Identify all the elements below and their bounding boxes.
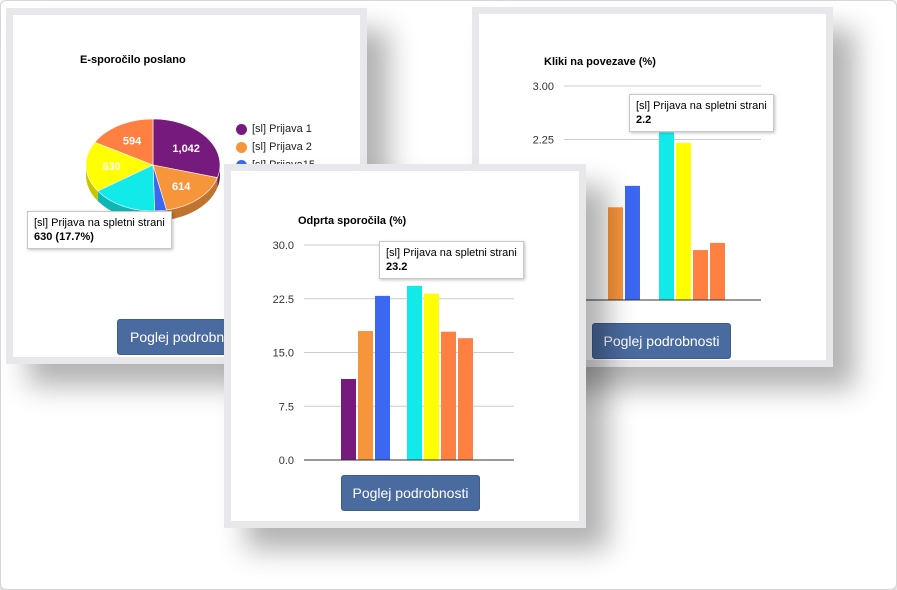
pie-slice-label: 1,042 bbox=[172, 143, 200, 155]
opened-bar-chart: 30.0 22.5 15.0 7.5 0.0 bbox=[273, 240, 514, 467]
clicks-bar-chart: 3.00 2.25 bbox=[533, 81, 761, 301]
clicks-tooltip: [sl] Prijava na spletni strani 2.2 bbox=[629, 94, 774, 132]
pie-legend-label: [sl] Prijava 1 bbox=[252, 123, 312, 135]
pie-legend-label: [sl] Prijava 2 bbox=[252, 141, 312, 153]
bar bbox=[608, 207, 623, 300]
pie-slice bbox=[152, 118, 221, 178]
pie-slice-label: 594 bbox=[123, 135, 142, 147]
bar bbox=[676, 143, 691, 300]
legend-dot bbox=[236, 141, 247, 153]
bar bbox=[710, 242, 725, 300]
bar bbox=[458, 338, 473, 460]
pie-tooltip-label: [sl] Prijava na spletni strani bbox=[34, 217, 165, 229]
opened-tooltip: [sl] Prijava na spletni strani 23.2 bbox=[379, 241, 524, 279]
y-tick-label: 0.0 bbox=[279, 455, 294, 467]
clicks-tooltip-label: [sl] Prijava na spletni strani bbox=[636, 100, 767, 112]
opened-card: Odprta sporočila (%) 30.0 22.5 15.0 7.5 0.0 … bbox=[224, 164, 586, 528]
clicks-details-button[interactable]: Poglej podrobnosti bbox=[592, 323, 731, 359]
pie-slice bbox=[152, 164, 218, 211]
pie-legend-item[interactable]: [sl] Prijava 1 bbox=[236, 120, 315, 138]
bar bbox=[693, 250, 708, 300]
pie-chart: 1,042 614 630 594 bbox=[85, 118, 221, 221]
y-tick-label: 15.0 bbox=[273, 348, 294, 360]
pie-slice-side bbox=[86, 165, 98, 202]
bar bbox=[424, 293, 439, 460]
pie-slice-side bbox=[217, 165, 220, 188]
clicks-chart-title: Kliki na povezave (%) bbox=[544, 56, 656, 68]
clicks-card: Kliki na povezave (%) 3.00 2.25 [sl] Prij… bbox=[472, 7, 833, 367]
pie-slice-side bbox=[166, 177, 218, 221]
pie-chart-title: E-sporočilo poslano bbox=[80, 54, 186, 66]
bar bbox=[659, 132, 674, 300]
bar bbox=[407, 285, 422, 460]
opened-tooltip-value: 23.2 bbox=[386, 261, 408, 273]
opened-chart-title: Odprta sporočila (%) bbox=[298, 215, 407, 227]
opened-card-body: Odprta sporočila (%) 30.0 22.5 15.0 7.5 0.0 … bbox=[231, 171, 579, 521]
pie-slice-label: 630 bbox=[102, 161, 120, 173]
bar bbox=[441, 331, 456, 460]
pie-tooltip: [sl] Prijava na spletni strani 630 (17.7… bbox=[27, 211, 172, 249]
y-tick-label: 22.5 bbox=[273, 294, 294, 306]
pie-slice-label: 614 bbox=[172, 181, 191, 193]
bar bbox=[375, 295, 390, 460]
clicks-tooltip-value: 2.2 bbox=[636, 114, 652, 126]
y-tick-label: 7.5 bbox=[279, 401, 294, 413]
bar bbox=[625, 185, 640, 300]
y-tick-label: 30.0 bbox=[273, 240, 294, 252]
opened-tooltip-label: [sl] Prijava na spletni strani bbox=[386, 247, 517, 259]
pie-slice bbox=[85, 141, 154, 192]
bar bbox=[341, 379, 356, 460]
bar bbox=[358, 331, 373, 460]
pie-slice bbox=[97, 164, 155, 212]
pie-tooltip-value: 630 (17.7%) bbox=[34, 231, 94, 243]
legend-dot bbox=[236, 123, 247, 135]
opened-details-button[interactable]: Poglej podrobnosti bbox=[341, 475, 480, 511]
y-tick-label: 2.25 bbox=[533, 135, 554, 147]
pie-slice bbox=[94, 118, 154, 166]
y-tick-label: 3.00 bbox=[533, 81, 554, 93]
pie-legend-item[interactable]: [sl] Prijava 2 bbox=[236, 138, 315, 156]
